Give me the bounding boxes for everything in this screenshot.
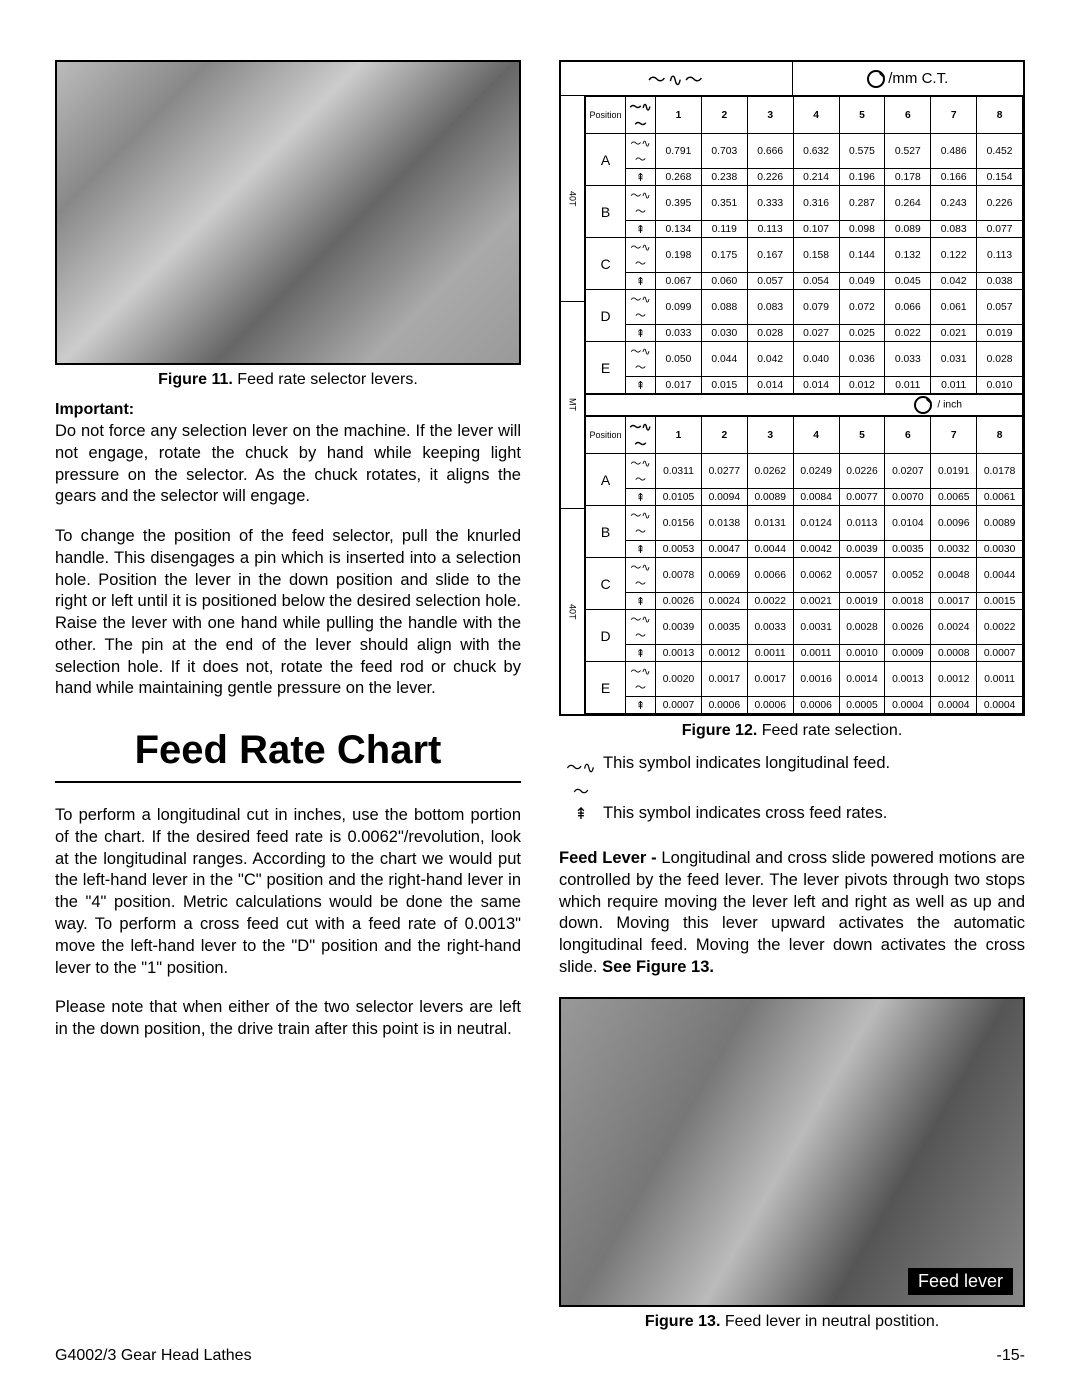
mm-unit-header: / mm C.T. bbox=[793, 62, 1024, 95]
side-labels-top: 40T MT 40T bbox=[561, 96, 585, 714]
legend-long-icon: ～∿～ bbox=[559, 754, 603, 802]
side-mt: MT bbox=[561, 302, 584, 508]
paragraph-2: To change the position of the feed selec… bbox=[55, 526, 521, 700]
footer-right: -15- bbox=[997, 1347, 1025, 1365]
fig12-text: Feed rate selection. bbox=[757, 722, 902, 739]
feed-rate-chart-title: Feed Rate Chart bbox=[55, 728, 521, 773]
fig12-bold: Figure 12. bbox=[682, 722, 758, 739]
feed-rate-chart: ～∿～ / mm C.T. 40T MT 40T Position～∿～1234… bbox=[559, 60, 1025, 716]
paragraph-5: Feed Lever - Longitudinal and cross slid… bbox=[559, 848, 1025, 979]
longitudinal-symbol-header: ～∿～ bbox=[561, 62, 793, 95]
section-rule bbox=[55, 781, 521, 783]
paragraph-3: To perform a longitudinal cut in inches,… bbox=[55, 805, 521, 979]
fig13-bold: Figure 13. bbox=[645, 1313, 721, 1330]
fig11-bold: Figure 11. bbox=[158, 371, 233, 388]
figure-13-photo: Feed lever bbox=[559, 997, 1025, 1307]
left-column: Figure 11. Feed rate selector levers. Im… bbox=[55, 60, 521, 1343]
side-40t-2: 40T bbox=[561, 509, 584, 714]
paragraph-1: Do not force any selection lever on the … bbox=[55, 421, 521, 508]
important-label: Important: bbox=[55, 401, 521, 419]
inch-unit-text: inch bbox=[943, 400, 962, 411]
feed-lever-overlay: Feed lever bbox=[908, 1268, 1013, 1295]
p5-body: Longitudinal and cross slide powered mot… bbox=[559, 849, 1025, 976]
symbol-legend: ～∿～This symbol indicates longitudinal fe… bbox=[559, 754, 1025, 824]
mm-unit-text: mm C.T. bbox=[892, 70, 948, 87]
side-40t-1: 40T bbox=[561, 96, 584, 302]
legend-cross-icon: ⇞ bbox=[559, 804, 603, 824]
chart-header-mm: ～∿～ / mm C.T. bbox=[561, 62, 1023, 96]
inch-unit-row: / inch bbox=[585, 394, 1023, 416]
fig11-text: Feed rate selector levers. bbox=[233, 371, 418, 388]
paragraph-4: Please note that when either of the two … bbox=[55, 997, 521, 1041]
p5-bold-start: Feed Lever - bbox=[559, 849, 661, 867]
page-footer: G4002/3 Gear Head Lathes -15- bbox=[55, 1347, 1025, 1365]
figure-12-caption: Figure 12. Feed rate selection. bbox=[559, 722, 1025, 740]
inch-feed-table: Position～∿～12345678A～∿～0.03110.02770.026… bbox=[585, 416, 1023, 714]
mm-feed-table: Position～∿～12345678A～∿～0.7910.7030.6660.… bbox=[585, 96, 1023, 394]
figure-13-caption: Figure 13. Feed lever in neutral postiti… bbox=[559, 1313, 1025, 1331]
legend-long-text: This symbol indicates longitudinal feed. bbox=[603, 754, 890, 773]
right-column: ～∿～ / mm C.T. 40T MT 40T Position～∿～1234… bbox=[559, 60, 1025, 1343]
figure-11-caption: Figure 11. Feed rate selector levers. bbox=[55, 371, 521, 389]
legend-cross-text: This symbol indicates cross feed rates. bbox=[603, 804, 887, 823]
figure-11-photo bbox=[55, 60, 521, 365]
p5-bold-end: See Figure 13. bbox=[602, 958, 714, 976]
fig13-text: Feed lever in neutral postition. bbox=[720, 1313, 939, 1330]
footer-left: G4002/3 Gear Head Lathes bbox=[55, 1347, 252, 1365]
